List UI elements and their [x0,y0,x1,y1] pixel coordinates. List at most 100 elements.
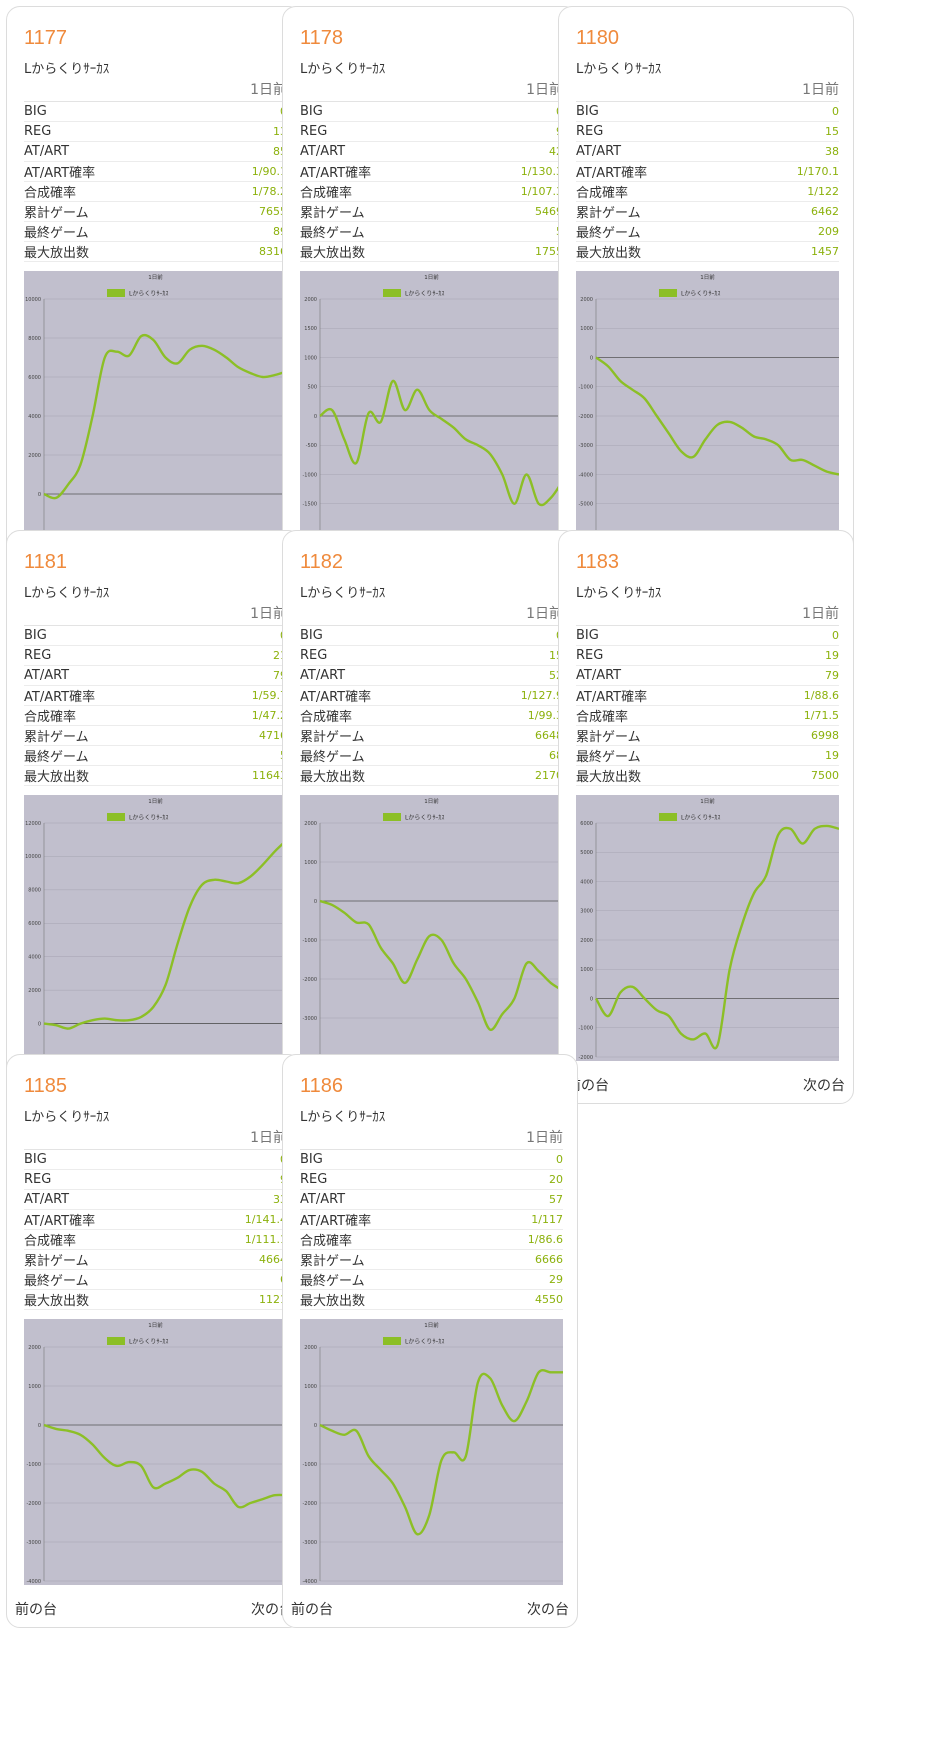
stat-label: AT/ART確率 [576,166,648,181]
machine-model-name: Lからくりｻｰｶｽ [300,62,386,77]
stat-value: 0 [832,629,839,642]
stat-value: 1/86.6 [527,1233,563,1246]
y-tick-label: -4000 [302,1579,317,1585]
stat-label: REG [300,1172,328,1187]
next-machine-link[interactable]: 次の台 [803,1078,845,1094]
stat-row: AT/ART 79 [24,666,287,686]
stat-value: 1/111.1 [244,1233,287,1246]
machine-number[interactable]: 1185 [24,1075,68,1097]
slump-chart-svg: 1日前Lからくりｻｰｶｽ-4000-3000-2000-100001000200… [302,797,563,1061]
stat-value: 38 [825,145,839,158]
series-line [595,356,839,476]
stat-label: AT/ART [24,668,70,683]
stat-value: 19 [825,649,839,662]
stat-value: 6648 [535,729,563,742]
legend-label: Lからくりｻｰｶｽ [129,291,168,298]
machine-model-name: Lからくりｻｰｶｽ [24,62,110,77]
stat-value: 11643 [252,769,287,782]
y-tick-label: 8000 [28,336,41,342]
prev-machine-link[interactable]: 前の台 [15,1602,57,1618]
y-tick-label: -2000 [302,977,317,983]
y-tick-label: 0 [590,355,593,361]
stat-row: 最終ゲーム 89 [24,222,287,242]
stat-value: 1/122 [807,185,839,198]
machine-number[interactable]: 1178 [300,27,344,49]
stat-row: AT/ART 85 [24,142,287,162]
stat-label: AT/ART [300,1192,346,1207]
stat-value: 4550 [535,1293,563,1306]
y-tick-label: 6000 [28,921,41,927]
period-header: 1日前 [576,604,839,626]
machine-model-name: Lからくりｻｰｶｽ [576,62,662,77]
machine-number[interactable]: 1177 [24,27,68,49]
stat-label: AT/ART確率 [24,166,96,181]
stat-row: 合成確率 1/86.6 [300,1230,563,1250]
stat-label: 合成確率 [300,710,353,725]
stat-label: BIG [24,628,47,643]
y-tick-label: -3000 [26,1540,41,1546]
series-line [43,838,287,1030]
machine-number[interactable]: 1183 [576,551,620,573]
stat-label: 最大放出数 [300,246,366,261]
stat-value: 15 [825,125,839,138]
stat-value: 1/47.2 [251,709,287,722]
stat-row: AT/ART確率 1/130.3 [300,162,563,182]
slump-chart-svg: 1日前Lからくりｻｰｶｽ-4000-3000-2000-100001000200… [302,1321,563,1585]
chart-title: 1日前 [424,273,439,281]
stat-label: 最終ゲーム [24,750,89,765]
stat-label: 最終ゲーム [24,1274,89,1289]
stat-row: 最終ゲーム 209 [576,222,839,242]
legend-swatch [383,1337,401,1345]
machine-card: 1183 Lからくりｻｰｶｽ 1日前 BIG 0 REG 19 AT/ART 79 AT/ART確… [558,530,854,1104]
stat-value: 19 [825,749,839,762]
machine-model-name: Lからくりｻｰｶｽ [300,586,386,601]
machine-card: 1186 Lからくりｻｰｶｽ 1日前 BIG 0 REG 20 AT/ART 57 AT/ART確… [282,1054,578,1628]
next-machine-link[interactable]: 次の台 [527,1602,569,1618]
y-tick-label: 0 [38,1423,41,1429]
stat-row: 合成確率 1/122 [576,182,839,202]
stat-value: 57 [549,1193,563,1206]
machine-number[interactable]: 1180 [576,27,620,49]
stat-value: 1457 [811,245,839,258]
stat-row: REG9 [24,1170,287,1190]
legend-swatch [107,813,125,821]
machine-model-name: Lからくりｻｰｶｽ [300,1110,386,1125]
stat-row: 最終ゲーム 19 [576,746,839,766]
stat-label: BIG [576,628,599,643]
legend-label: Lからくりｻｰｶｽ [681,291,720,298]
stat-row: 累計ゲーム 6462 [576,202,839,222]
machine-number[interactable]: 1186 [300,1075,344,1097]
machine-number[interactable]: 1182 [300,551,344,573]
y-tick-label: 4000 [28,414,41,420]
y-tick-label: 1000 [304,1384,317,1390]
stat-label: 最終ゲーム [576,750,641,765]
stat-row: AT/ART確率 1/88.6 [576,686,839,706]
prev-machine-link[interactable]: 前の台 [291,1602,333,1618]
y-tick-label: 0 [38,492,41,498]
legend-label: Lからくりｻｰｶｽ [681,815,720,822]
stat-label: REG [300,648,328,663]
y-tick-label: 10000 [25,297,41,303]
series-line [319,899,563,1031]
machine-number[interactable]: 1181 [24,551,68,573]
stat-value: 1/88.6 [803,689,839,702]
stat-label: BIG [300,628,323,643]
stat-label: AT/ART [24,144,70,159]
period-header: 1日前 [300,604,563,626]
y-tick-label: -500 [306,443,317,449]
series-line [594,824,839,1050]
y-tick-label: 1000 [580,326,593,332]
stat-row: AT/ART 42 [300,142,563,162]
stat-label: 最大放出数 [300,770,366,785]
stat-value: 6998 [811,729,839,742]
stat-value: 29 [549,1273,563,1286]
stat-row: AT/ART 33 [24,1190,287,1210]
stat-value: 4716 [259,729,287,742]
y-tick-label: -1500 [302,502,317,508]
legend-label: Lからくりｻｰｶｽ [129,1339,168,1346]
legend-swatch [659,289,677,297]
